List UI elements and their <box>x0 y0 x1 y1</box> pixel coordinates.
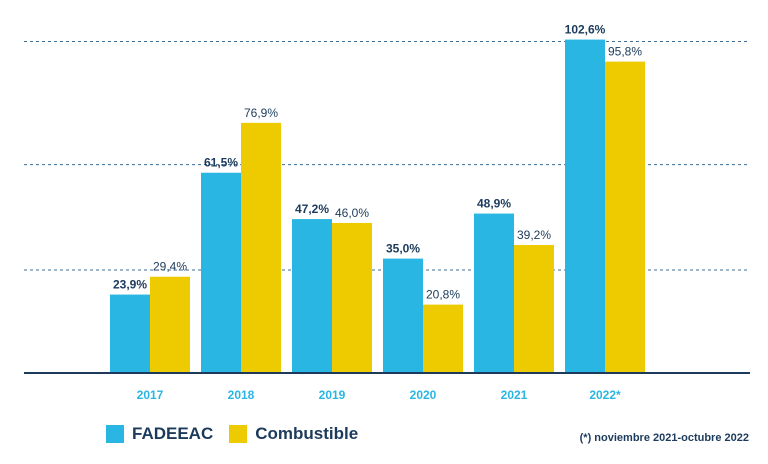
data-label-combustible-2018: 76,9% <box>244 106 278 120</box>
data-label-fadeeac-2020: 35,0% <box>386 242 420 256</box>
bar-fadeeac-2021 <box>474 213 514 372</box>
bar-combustible-2022 <box>605 61 645 372</box>
data-label-fadeeac-2021: 48,9% <box>477 197 511 211</box>
legend-item-combustible: Combustible <box>229 424 358 444</box>
category-label-2018: 2018 <box>228 388 255 402</box>
category-label-2022: 2022* <box>589 388 621 402</box>
data-label-combustible-2020: 20,8% <box>426 288 460 302</box>
data-label-fadeeac-2018: 61,5% <box>204 156 238 170</box>
legend-label-fadeeac: FADEEAC <box>132 424 214 443</box>
data-label-fadeeac-2019: 47,2% <box>295 202 329 216</box>
data-label-combustible-2019: 46,0% <box>335 206 369 220</box>
legend-item-fadeeac: FADEEAC <box>106 424 213 444</box>
category-label-2019: 2019 <box>319 388 346 402</box>
legend: FADEEAC Combustible <box>106 424 358 444</box>
bar-combustible-2017 <box>150 276 190 372</box>
data-label-combustible-2022: 95,8% <box>608 45 642 59</box>
category-labels: 2017 2018 2019 2020 2021 2022* <box>137 388 621 402</box>
bar-fadeeac-2019 <box>292 219 332 372</box>
bar-groups <box>110 39 645 373</box>
legend-swatch-combustible <box>229 425 248 443</box>
bar-fadeeac-2020 <box>383 258 423 372</box>
category-label-2021: 2021 <box>501 388 528 402</box>
bar-combustible-2019 <box>332 222 372 372</box>
footnote: (*) noviembre 2021-octubre 2022 <box>579 432 749 444</box>
bar-combustible-2018 <box>241 122 281 373</box>
category-label-2017: 2017 <box>137 388 164 402</box>
legend-swatch-fadeeac <box>106 425 124 443</box>
bar-combustible-2020 <box>423 304 463 372</box>
data-label-combustible-2021: 39,2% <box>517 228 551 242</box>
data-labels: 23,9% 29,4% 61,5% 76,9% 47,2% 46,0% 35,0% 20,8%… <box>113 23 642 302</box>
legend-label-combustible: Combustible <box>255 424 359 443</box>
bar-fadeeac-2018 <box>201 172 241 372</box>
data-label-fadeeac-2017: 23,9% <box>113 278 147 292</box>
bar-fadeeac-2017 <box>110 294 150 372</box>
bar-combustible-2021 <box>514 244 554 372</box>
data-label-fadeeac-2022: 102,6% <box>565 23 606 37</box>
bar-fadeeac-2022 <box>565 39 605 373</box>
data-label-combustible-2017: 29,4% <box>153 260 187 274</box>
category-label-2020: 2020 <box>410 388 437 402</box>
